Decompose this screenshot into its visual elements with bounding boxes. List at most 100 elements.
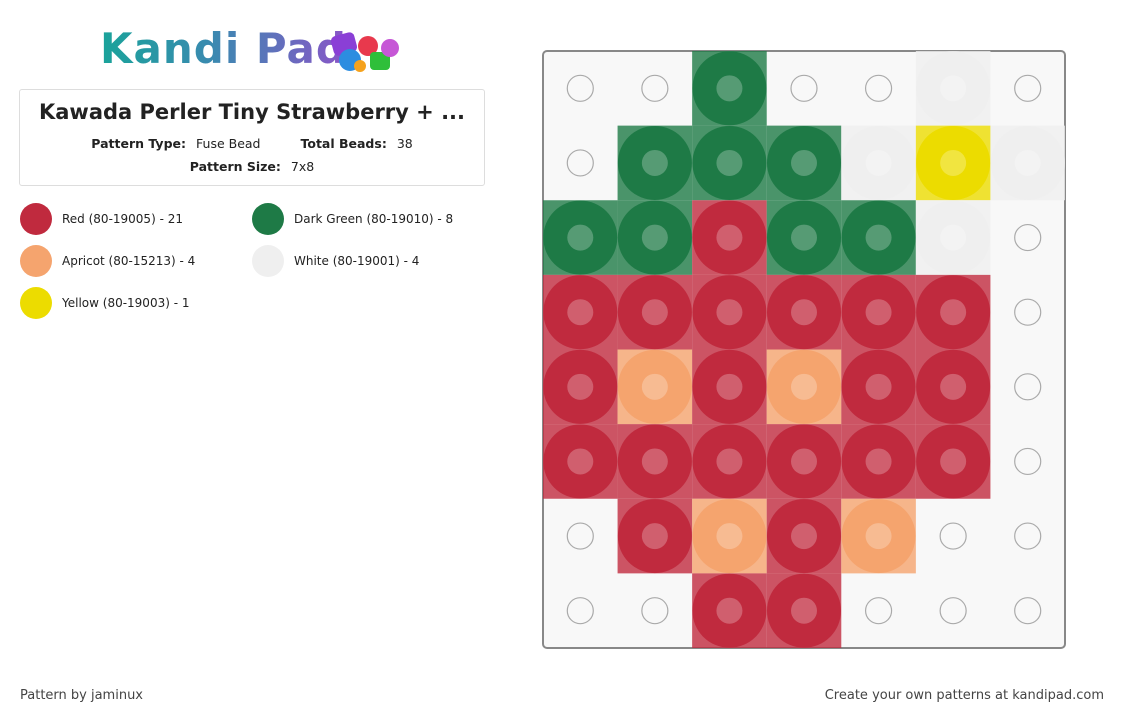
bead-hole (791, 448, 817, 475)
bead (692, 200, 767, 275)
bead (990, 125, 1065, 200)
type-value: Fuse Bead (196, 136, 261, 151)
bead-hole (791, 149, 817, 176)
bead (916, 51, 991, 126)
bead-hole (641, 373, 668, 400)
bead-hole (865, 373, 892, 400)
legend-item: Red (80-19005) - 21 (20, 203, 183, 235)
bead (617, 424, 692, 499)
footer-author: Pattern by jaminux (20, 688, 144, 703)
bead-hole (940, 75, 967, 102)
bead-hole (940, 299, 967, 326)
bead-hole (567, 224, 594, 251)
peg (641, 74, 669, 102)
bead-hole (791, 299, 817, 326)
bead-hole (865, 523, 892, 550)
bead (767, 499, 841, 574)
bead-hole (567, 299, 594, 326)
bead-board (542, 50, 1066, 649)
bead (692, 275, 767, 350)
legend-label: Apricot (80-15213) - 4 (62, 254, 196, 268)
bead (916, 424, 991, 499)
legend-item: White (80-19001) - 4 (252, 245, 419, 277)
pattern-size: Pattern Size: 7x8 (20, 159, 484, 174)
bead-hole (641, 299, 668, 326)
bead-hole (567, 373, 594, 400)
bead-hole (791, 373, 817, 400)
legend-swatch (252, 203, 284, 235)
bead (916, 275, 991, 350)
bead (617, 349, 692, 424)
pattern-title: Kawada Perler Tiny Strawberry + ... (38, 100, 466, 124)
legend-label: Yellow (80-19003) - 1 (62, 296, 190, 310)
bead (841, 275, 916, 350)
logo[interactable]: Kandi Pad (100, 24, 347, 73)
bead-hole (791, 224, 817, 251)
peg (566, 597, 594, 625)
peg (1014, 447, 1042, 476)
pattern-info: Pattern Type: Fuse Bead Total Beads: 38 (20, 136, 484, 151)
bead (767, 125, 841, 200)
pattern-card: Kawada Perler Tiny Strawberry + ... Patt… (19, 89, 485, 186)
peg (939, 597, 967, 625)
peg (864, 597, 893, 625)
bead-hole (940, 448, 967, 475)
bead (841, 349, 916, 424)
peg (1014, 74, 1042, 102)
bead-hole (865, 149, 892, 176)
bead-hole (865, 448, 892, 475)
legend-swatch (20, 287, 52, 319)
bead (543, 349, 618, 424)
bead (543, 275, 618, 350)
bead-hole (940, 224, 967, 251)
bead-hole (716, 448, 743, 475)
bead (617, 125, 692, 200)
legend-label: Dark Green (80-19010) - 8 (294, 212, 454, 226)
bead (692, 349, 767, 424)
bead-hole (791, 597, 817, 624)
peg (566, 74, 594, 102)
bead-hole (641, 448, 668, 475)
bead-hole (716, 149, 743, 176)
bead-hole (865, 299, 892, 326)
logo-icon (330, 32, 399, 72)
legend-swatch (20, 203, 52, 235)
peg (939, 522, 967, 550)
bead (692, 573, 767, 648)
bead-hole (865, 224, 892, 251)
peg (864, 74, 893, 102)
total-value: 38 (396, 136, 413, 151)
peg (566, 149, 594, 177)
bead-hole (567, 448, 594, 475)
bead (841, 499, 916, 574)
type-label: Pattern Type: (91, 136, 187, 151)
legend-item: Dark Green (80-19010) - 8 (252, 203, 453, 235)
bead-hole (940, 149, 967, 176)
bead (841, 200, 916, 275)
bead (841, 125, 916, 200)
footer-link[interactable]: Create your own patterns at kandipad.com (824, 688, 1104, 703)
bead (617, 200, 692, 275)
bead (916, 125, 991, 200)
peg (790, 74, 818, 102)
legend-swatch (20, 245, 52, 277)
bead-hole (716, 299, 743, 326)
peg (1014, 373, 1042, 401)
bead-hole (791, 523, 817, 550)
bead-hole (716, 597, 743, 624)
total-label: Total Beads: (300, 136, 387, 151)
bead-hole (641, 149, 668, 176)
bead (767, 424, 841, 499)
peg (1014, 298, 1042, 326)
bead (692, 499, 767, 574)
bead (692, 424, 767, 499)
peg (1014, 223, 1042, 252)
bead (767, 573, 841, 648)
peg (641, 597, 669, 625)
bead (543, 424, 618, 499)
bead (916, 200, 991, 275)
legend-swatch (252, 245, 284, 277)
legend-label: White (80-19001) - 4 (294, 254, 420, 268)
peg (1014, 522, 1042, 550)
